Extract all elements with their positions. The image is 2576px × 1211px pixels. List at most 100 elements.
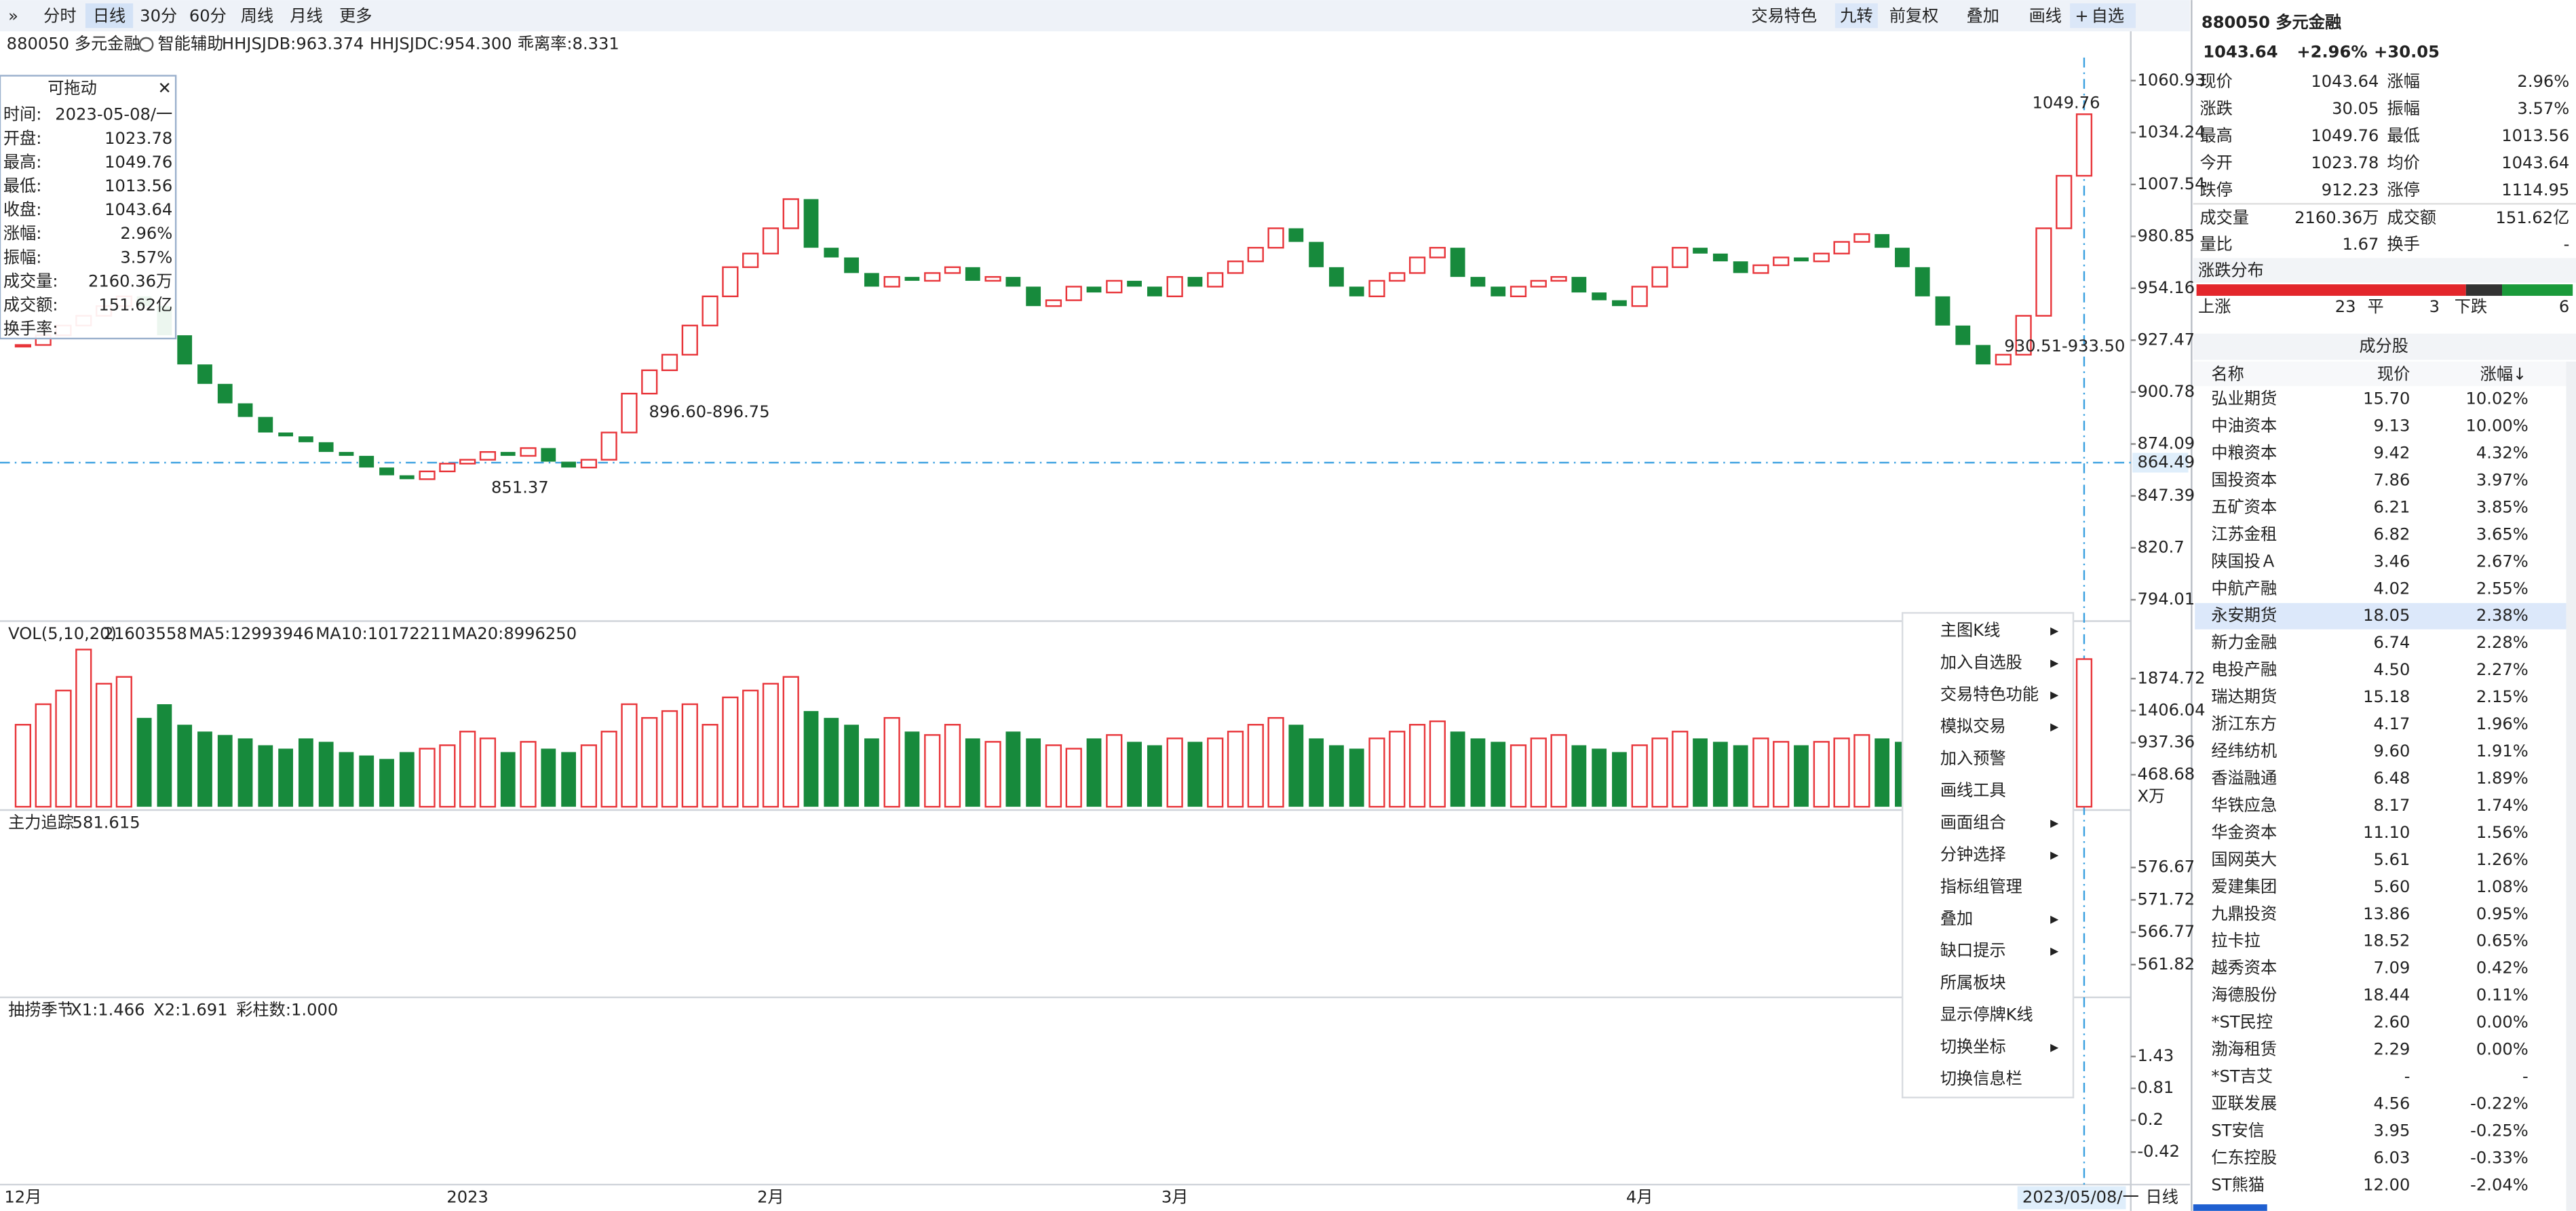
- menu-item[interactable]: 缺口提示: [1940, 941, 2006, 960]
- info-label: 最低:: [3, 176, 42, 195]
- stock-name[interactable]: 海德股份: [2211, 986, 2277, 1005]
- stock-name[interactable]: 弘业期货: [2211, 389, 2277, 408]
- stock-name[interactable]: 五矿资本: [2211, 497, 2277, 516]
- tool[interactable]: 前复权: [1889, 6, 1939, 25]
- tool[interactable]: 画线: [2029, 6, 2062, 25]
- stock-price: 3.95: [2374, 1121, 2410, 1140]
- candle: [2035, 227, 2052, 317]
- stock-name[interactable]: 电投产融: [2211, 660, 2277, 679]
- menu-item[interactable]: 画面组合: [1940, 813, 2006, 832]
- menu-item[interactable]: 主图K线: [1940, 621, 2000, 640]
- menu-item[interactable]: 切换坐标: [1940, 1037, 2006, 1056]
- stock-name[interactable]: 永安期货: [2211, 606, 2277, 625]
- volume-bar: [661, 710, 678, 808]
- menu-item[interactable]: 切换信息栏: [1940, 1069, 2022, 1088]
- quote-label: 现价: [2199, 72, 2232, 91]
- menu-item[interactable]: 所属板块: [1940, 973, 2006, 992]
- tool[interactable]: 交易特色: [1751, 6, 1817, 25]
- stock-name[interactable]: 九鼎投资: [2211, 904, 2277, 923]
- stock-name[interactable]: *ST民控: [2211, 1013, 2273, 1032]
- quote-value: 1013.56: [2501, 126, 2569, 145]
- menu-item[interactable]: 显示停牌K线: [1940, 1005, 2033, 1024]
- volume-bar: [55, 689, 72, 808]
- stock-name[interactable]: 浙江东方: [2211, 714, 2277, 733]
- candle: [2056, 174, 2073, 229]
- tool[interactable]: 叠加: [1967, 6, 1999, 25]
- quote-label: 均价: [2387, 153, 2420, 172]
- menu-item[interactable]: 加入预警: [1940, 749, 2006, 768]
- volume-bar: [237, 738, 253, 807]
- volume-bar: [1408, 724, 1426, 808]
- stock-name[interactable]: 经纬纺机: [2211, 742, 2277, 761]
- tab[interactable]: 月线: [290, 6, 322, 25]
- stock-name[interactable]: 中航产融: [2211, 579, 2277, 598]
- info-label: 成交量:: [3, 271, 58, 290]
- stock-name[interactable]: ST安信: [2211, 1121, 2265, 1140]
- stock-name[interactable]: 亚联发展: [2211, 1094, 2277, 1113]
- stock-name[interactable]: 越秀资本: [2211, 959, 2277, 978]
- tab-active: [85, 3, 134, 28]
- candle: [1450, 248, 1465, 277]
- stock-name[interactable]: 仁东控股: [2211, 1148, 2277, 1167]
- stock-name[interactable]: 瑞达期货: [2211, 687, 2277, 706]
- menu-item[interactable]: 叠加: [1940, 909, 1973, 928]
- panel-line: MA10:10172211: [315, 624, 451, 643]
- stock-name[interactable]: 国投资本: [2211, 470, 2277, 489]
- volume-bar: [762, 683, 780, 808]
- stock-name[interactable]: 华金资本: [2211, 823, 2277, 842]
- menu-item[interactable]: 交易特色功能: [1940, 685, 2039, 704]
- tab[interactable]: 30分: [140, 6, 177, 25]
- info-value: 2160.36万: [88, 271, 172, 290]
- stock-name[interactable]: 新力金融: [2211, 633, 2277, 652]
- candle: [197, 364, 212, 384]
- submenu-arrow: ▸: [2050, 685, 2059, 704]
- stock-change: 2.27%: [2476, 660, 2529, 679]
- volume-bar: [1166, 737, 1183, 808]
- candle: [1592, 292, 1607, 301]
- quote-value: 1043.64: [2501, 153, 2569, 172]
- candle: [1813, 252, 1830, 263]
- close-icon[interactable]: ✕: [157, 79, 171, 98]
- stock-name[interactable]: 江苏金租: [2211, 524, 2277, 543]
- tab[interactable]: 周线: [241, 6, 273, 25]
- stock-name[interactable]: 陕国投Ａ: [2211, 552, 2277, 571]
- stock-name[interactable]: 爱建集团: [2211, 877, 2277, 896]
- tab[interactable]: 60分: [189, 6, 227, 25]
- candle: [1389, 272, 1406, 282]
- volume-bar: [984, 741, 1001, 808]
- stock-name[interactable]: ST熊猫: [2211, 1175, 2265, 1194]
- y-tick-label: 900.78: [2137, 382, 2195, 401]
- stock-change: 2.55%: [2476, 579, 2529, 598]
- stock-price: 6.21: [2374, 497, 2410, 516]
- candle: [1368, 280, 1385, 298]
- volume-bar: [217, 735, 233, 807]
- volume-bar: [904, 731, 920, 807]
- tool[interactable]: 九转: [1840, 6, 1872, 25]
- tab[interactable]: 分时: [43, 6, 76, 25]
- info-value: 2023-05-08/一: [55, 105, 172, 124]
- stock-name[interactable]: 拉卡拉: [2211, 931, 2261, 950]
- info-label: 开盘:: [3, 129, 42, 148]
- stock-change: 2.15%: [2476, 687, 2529, 706]
- stock-name[interactable]: 国网英大: [2211, 850, 2277, 869]
- volume-bar: [1227, 731, 1244, 808]
- menu-item[interactable]: 指标组管理: [1940, 877, 2022, 896]
- menu-item[interactable]: 模拟交易: [1940, 717, 2006, 736]
- menu-item[interactable]: 加入自选股: [1940, 653, 2022, 672]
- stock-name[interactable]: 中粮资本: [2211, 444, 2277, 463]
- candle: [762, 227, 780, 254]
- tab[interactable]: 更多: [339, 6, 372, 25]
- volume-bar: [803, 711, 819, 807]
- stock-name[interactable]: 渤海租赁: [2211, 1040, 2277, 1059]
- stock-name[interactable]: 中油资本: [2211, 417, 2277, 436]
- stock-name[interactable]: *ST吉艾: [2211, 1066, 2273, 1085]
- stock-name[interactable]: 香溢融通: [2211, 769, 2277, 788]
- candle: [1833, 241, 1850, 254]
- menu-item[interactable]: 画线工具: [1940, 781, 2006, 800]
- stock-name[interactable]: 华铁应急: [2211, 796, 2277, 815]
- tool[interactable]: 自选: [2092, 6, 2124, 25]
- tab[interactable]: 日线: [93, 6, 126, 25]
- menu-item[interactable]: 分钟选择: [1940, 845, 2006, 864]
- candle: [258, 417, 273, 433]
- candle: [1612, 300, 1627, 307]
